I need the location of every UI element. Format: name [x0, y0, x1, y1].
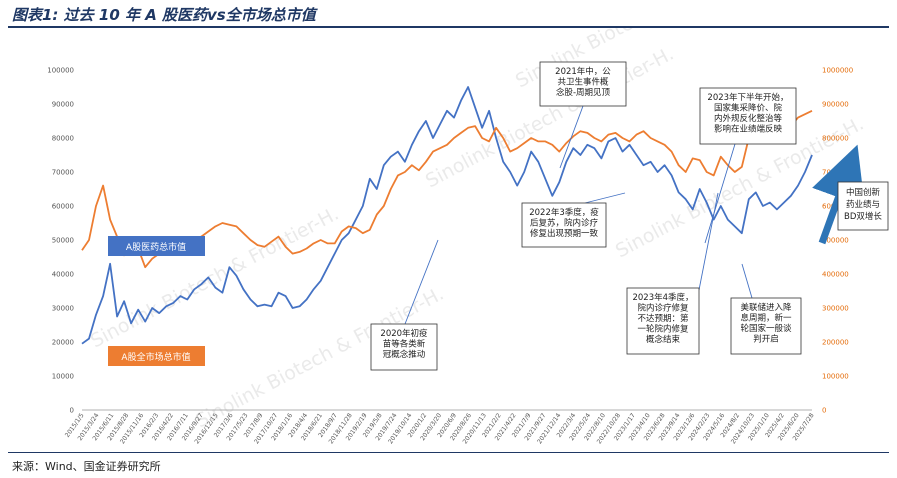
- annotation-text: 影响在业绩端反映: [714, 124, 783, 135]
- annotation-box: [699, 87, 797, 145]
- annotation-text: 修复出现预期一致: [530, 228, 599, 239]
- annotation-text: 美联储进入降: [740, 302, 792, 313]
- watermark: Sinolink Biotech & Frontier-H.: [87, 203, 342, 353]
- bd-callout-text: BD双增长: [844, 211, 882, 222]
- annotation-text: 院内诊疗修复: [637, 303, 689, 314]
- annotation-leader-line: [698, 192, 719, 291]
- y-left-tick-label: 90000: [52, 101, 74, 109]
- annotation-text: 一轮院内修复: [637, 324, 689, 335]
- annotation-text: 概念结束: [646, 334, 681, 345]
- figure-title: 图表1: 过去 10 年 A 股医药vs全市场总市值: [12, 6, 316, 24]
- legend-layer: A股医药总市值 A股全市场总市值: [108, 236, 205, 366]
- annotation-text: 后复苏，院内诊疗: [530, 218, 599, 229]
- annotation-text: 轮国家一般谈: [740, 323, 792, 334]
- y-right-tick-label: 100000: [822, 373, 849, 381]
- bd-callout-text: 中国创新: [846, 187, 881, 198]
- annotation-text: 不达预期：第: [637, 313, 689, 324]
- annotation-leader-line: [404, 239, 439, 325]
- y-left-tick-label: 70000: [52, 169, 74, 177]
- annotation-text: 判开启: [753, 334, 779, 345]
- legend-market-box: [108, 346, 205, 366]
- y-right-tick-label: 300000: [822, 305, 849, 313]
- y-right-tick-label: 800000: [822, 135, 849, 143]
- annotation-leader-line: [704, 143, 736, 244]
- y-left-tick-label: 100000: [47, 67, 74, 75]
- legend-pharma-box: [108, 236, 205, 256]
- annotation-text: 2023年下半年开始，: [707, 92, 788, 103]
- series-line-market: [81, 109, 813, 269]
- y-right-tick-label: 0: [822, 407, 826, 415]
- series-layer: [81, 86, 813, 345]
- x-axis: 2015/1/52015/3/242015/6/112015/8/282015/…: [64, 409, 816, 445]
- y-left-tick-label: 50000: [52, 237, 74, 245]
- y-left-tick-label: 0: [70, 407, 74, 415]
- annotation-text: 息周期，新一: [740, 313, 792, 324]
- source-note: 来源：Wind、国金证券研究所: [12, 460, 161, 473]
- annotation-text: 内外规反化整治等: [714, 113, 783, 124]
- annotation-box: [521, 202, 607, 248]
- annotation-text: 念股-周期见顶: [556, 87, 611, 98]
- y-left-tick-label: 10000: [52, 373, 74, 381]
- left-axis-ticks: 0 10000 20000 30000 40000 50000 60000 70000 8000…: [47, 67, 74, 415]
- annotation-text: 国家集采降价、院: [714, 103, 783, 114]
- y-left-tick-label: 30000: [52, 305, 74, 313]
- annotation-text: 共卫生事件概: [557, 77, 609, 88]
- annotation-text: 冠概念推动: [383, 349, 426, 360]
- y-left-tick-label: 20000: [52, 339, 74, 347]
- y-left-tick-label: 80000: [52, 135, 74, 143]
- y-right-tick-label: 900000: [822, 101, 849, 109]
- annotation-text: 2021年中，公: [555, 66, 611, 77]
- annotation-text: 2023年4季度，: [632, 292, 693, 303]
- legend-market-label: A股全市场总市值: [121, 351, 190, 363]
- y-left-tick-label: 40000: [52, 271, 74, 279]
- y-right-tick-label: 1000000: [822, 67, 853, 75]
- annotation-box: [730, 297, 802, 355]
- series-line-pharma: [81, 86, 813, 345]
- annotation-text: 2020年初疫: [380, 328, 428, 339]
- annotation-leader-line: [584, 192, 626, 204]
- bottom-rule: [8, 452, 889, 453]
- y-left-tick-label: 60000: [52, 203, 74, 211]
- annotation-box: [370, 323, 438, 371]
- annotation-leader-line: [741, 263, 753, 299]
- title-rule: [8, 26, 889, 28]
- legend-pharma-label: A股医药总市值: [126, 241, 186, 253]
- line-chart: Sinolink Biotech & Frontier-H. Sinolink …: [47, 28, 889, 445]
- annotation-leader-line: [559, 105, 584, 169]
- y-right-tick-label: 200000: [822, 339, 849, 347]
- annotation-text: 苗等各类新: [383, 339, 426, 350]
- annotation-box: [626, 287, 700, 355]
- bd-callout-text: 药业绩与: [846, 199, 880, 210]
- annotation-box: [539, 61, 627, 107]
- y-right-tick-label: 500000: [822, 237, 849, 245]
- bd-callout-box: [837, 181, 889, 231]
- annotation-text: 2022年3季度，疫: [529, 207, 599, 218]
- y-right-tick-label: 400000: [822, 271, 849, 279]
